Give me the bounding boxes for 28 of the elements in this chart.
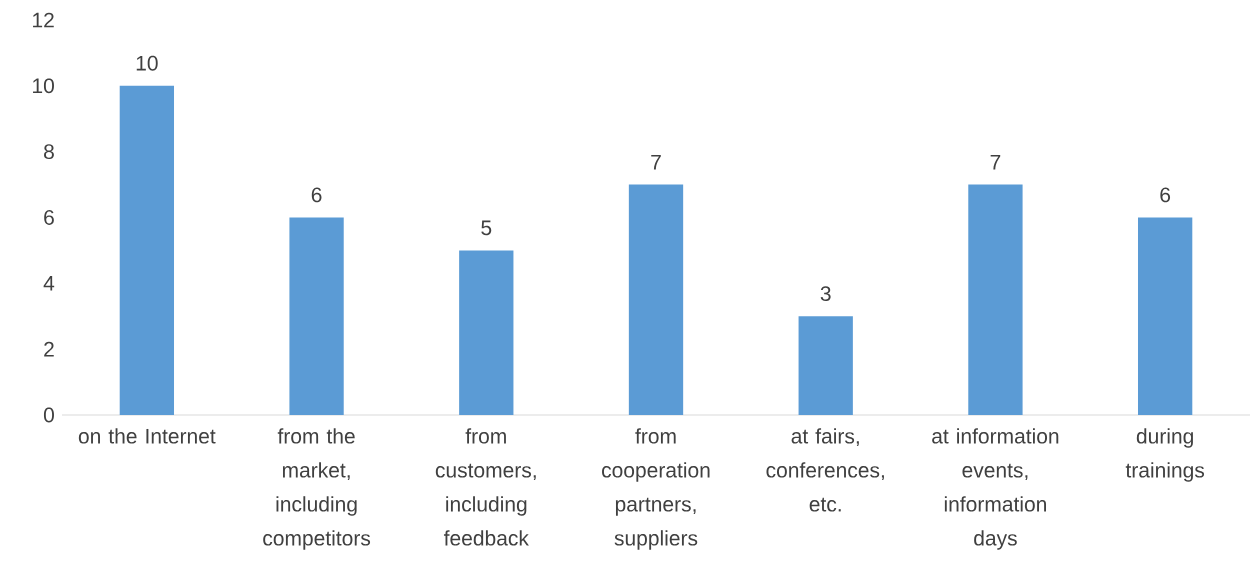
bar <box>628 184 684 415</box>
bar <box>119 85 175 415</box>
data-label: 6 <box>311 187 322 203</box>
bar <box>1137 217 1193 415</box>
data-label: 7 <box>990 154 1001 170</box>
x-tick-label: at information events, information days <box>932 428 1059 550</box>
data-label: 7 <box>651 154 661 170</box>
x-tick-label: from cooperation partners, suppliers <box>602 428 710 550</box>
y-tick-label: 2 <box>44 341 54 357</box>
y-tick-label: 4 <box>43 276 55 291</box>
x-tick-label: during trainings <box>1125 428 1205 482</box>
data-label: 5 <box>481 220 492 236</box>
data-label: 3 <box>820 286 831 302</box>
x-tick-label: at fairs, conferences, etc. <box>766 428 884 512</box>
bar <box>798 316 853 415</box>
y-tick-label: 12 <box>33 12 54 28</box>
y-tick-label: 0 <box>43 407 54 423</box>
y-tick-label: 8 <box>44 144 54 160</box>
y-tick-label: 10 <box>33 78 54 94</box>
y-tick-label: 6 <box>44 210 54 225</box>
bar <box>289 217 344 415</box>
bar <box>459 250 514 415</box>
data-label: 10 <box>136 55 158 71</box>
x-tick-label: from customers, including feedback <box>435 428 536 546</box>
data-label: 6 <box>1160 187 1171 203</box>
x-tick-label: on the Internet <box>78 428 216 444</box>
x-tick-label: from the market, including competitors <box>263 428 371 550</box>
bar <box>968 184 1023 415</box>
